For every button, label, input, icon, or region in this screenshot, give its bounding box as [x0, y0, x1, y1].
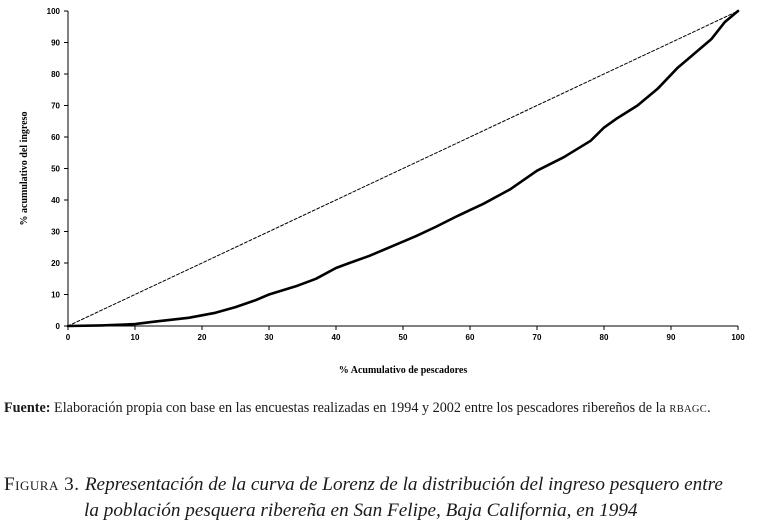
y-tick-label: 90: [51, 39, 60, 48]
x-tick-label: 20: [198, 333, 207, 342]
figure-caption-line1: Representación de la curva de Lorenz de …: [84, 474, 723, 495]
y-tick-label: 100: [47, 7, 61, 16]
figure-number: Figura 3.: [4, 474, 85, 495]
y-tick-label: 10: [51, 291, 60, 300]
source-note-text: Elaboración propia con base en las encue…: [50, 400, 670, 416]
y-axis-label: % acumulativo del ingreso: [19, 112, 30, 226]
x-tick-label: 10: [131, 333, 140, 342]
equality-line: [67, 10, 739, 327]
y-tick-label: 20: [51, 259, 60, 268]
x-tick-label: 40: [332, 333, 341, 342]
figure-caption: Figura 3. Representación de la curva de …: [4, 472, 774, 524]
series-layer: [66, 9, 740, 328]
y-tick-label: 50: [51, 165, 60, 174]
y-tick-label: 60: [51, 133, 60, 142]
figure-caption-line2: la población pesquera ribereña en San Fe…: [84, 500, 638, 521]
source-note-abbr: RBAGC: [669, 404, 708, 415]
x-tick-label: 30: [265, 333, 274, 342]
x-axis-label: % Acumulativo de pescadores: [339, 365, 468, 376]
source-note-lead: Fuente:: [4, 400, 51, 416]
y-tick-label: 0: [56, 322, 61, 331]
x-tick-label: 50: [399, 333, 408, 342]
x-tick-label: 0: [66, 333, 71, 342]
y-tick-label: 80: [51, 70, 60, 79]
y-tick-label: 40: [51, 196, 60, 205]
x-tick-label: 90: [667, 333, 676, 342]
y-tick-label: 30: [51, 228, 60, 237]
source-note-end: .: [707, 400, 711, 416]
lorenz-chart: 0 10 20 30 40 50 60 70 80 90 100 0 10 20 30 40 50 60 70 80…: [19, 7, 745, 376]
source-note: Fuente: Elaboración propia con base en l…: [4, 400, 774, 418]
x-tick-label: 100: [731, 333, 745, 342]
lorenz-curve: [66, 9, 740, 328]
x-tick-label: 60: [466, 333, 475, 342]
x-tick-label: 70: [533, 333, 542, 342]
x-tick-label: 80: [600, 333, 609, 342]
y-axis-ticks: 0 10 20 30 40 50 60 70 80 90 100: [47, 7, 68, 331]
y-tick-label: 70: [51, 102, 60, 111]
x-axis-ticks: 0 10 20 30 40 50 60 70 80 90 100: [66, 326, 745, 342]
